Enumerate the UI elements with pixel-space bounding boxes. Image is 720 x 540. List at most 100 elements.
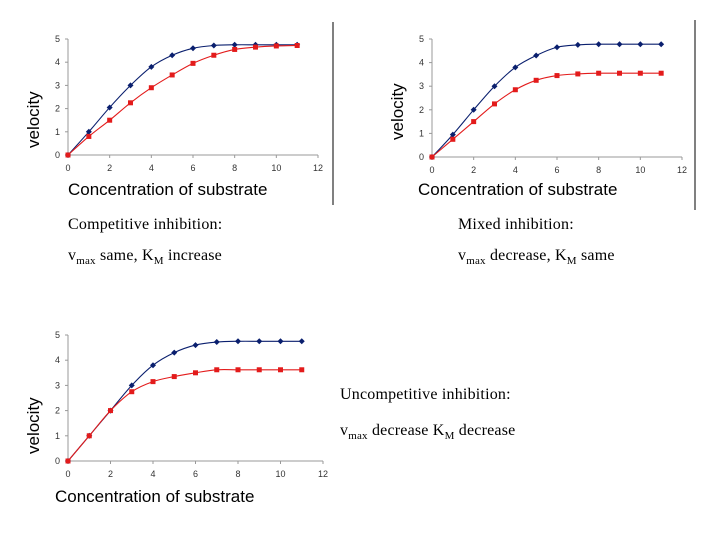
data-point-square bbox=[533, 77, 539, 83]
chart-uncompetitive-xlabel: Concentration of substrate bbox=[55, 487, 255, 506]
data-point-square bbox=[278, 367, 283, 373]
x-tick-label: 12 bbox=[313, 163, 323, 173]
chart-uncompetitive-ylabel: velocity bbox=[24, 397, 43, 454]
x-tick-label: 12 bbox=[677, 165, 687, 175]
data-point-square bbox=[617, 70, 622, 76]
data-point-diamond bbox=[171, 349, 178, 356]
data-point-square bbox=[429, 154, 435, 160]
data-point-diamond bbox=[658, 41, 665, 48]
data-point-square bbox=[637, 70, 643, 76]
series-line-no-inhibitor bbox=[431, 43, 662, 158]
data-point-diamond bbox=[148, 63, 155, 70]
series-line-with-inhibitor bbox=[67, 44, 298, 156]
caption-tail: same bbox=[576, 247, 615, 264]
data-point-square bbox=[190, 60, 196, 66]
data-point-square bbox=[148, 85, 154, 91]
data-point-square bbox=[232, 46, 238, 52]
chart-mixed: 0 1 2 3 4 5 0 2 4 6 8 10 12 velocity Concentration o… bbox=[380, 0, 720, 210]
data-point-square bbox=[253, 44, 258, 50]
x-tick-label: 6 bbox=[554, 165, 559, 175]
data-point-square bbox=[86, 433, 92, 439]
data-point-diamond bbox=[595, 41, 602, 48]
data-point-square bbox=[193, 370, 198, 376]
x-tick-label: 2 bbox=[471, 165, 476, 175]
caption-v-sub: max bbox=[76, 255, 96, 268]
caption-v: v bbox=[340, 422, 349, 439]
x-tick-label: 4 bbox=[149, 163, 154, 173]
caption-tail: decrease bbox=[454, 422, 516, 439]
x-tick-label: 8 bbox=[596, 165, 601, 175]
data-point-diamond bbox=[127, 82, 134, 89]
data-point-square bbox=[256, 367, 262, 373]
caption-mixed-detail: vmax decrease, KM same bbox=[458, 247, 615, 267]
x-tick-label: 6 bbox=[190, 163, 195, 173]
y-tick-label: 4 bbox=[55, 57, 60, 67]
data-point-square bbox=[273, 43, 279, 49]
data-point-diamond bbox=[533, 52, 540, 59]
caption-v-sub: max bbox=[348, 430, 368, 443]
y-tick-label: 0 bbox=[55, 150, 60, 160]
caption-uncompetitive-detail: vmax decrease KM decrease bbox=[340, 422, 515, 442]
data-point-diamond bbox=[574, 41, 581, 48]
data-point-square bbox=[596, 70, 602, 76]
data-point-diamond bbox=[210, 42, 217, 49]
x-tick-label: 12 bbox=[318, 469, 328, 479]
data-point-diamond bbox=[169, 52, 176, 59]
series-line-no-inhibitor bbox=[67, 44, 298, 156]
data-point-square bbox=[658, 70, 664, 76]
data-point-square bbox=[214, 367, 220, 373]
chart-competitive: 0 1 2 3 4 5 0 2 4 6 8 10 12 velocity Concentration o… bbox=[0, 0, 340, 210]
x-tick-label: 10 bbox=[271, 163, 281, 173]
chart-competitive-xlabel: Concentration of substrate bbox=[68, 180, 268, 199]
y-tick-label: 2 bbox=[419, 105, 424, 115]
data-point-square bbox=[129, 389, 135, 395]
data-point-square bbox=[171, 374, 177, 380]
y-tick-label: 1 bbox=[55, 431, 60, 441]
x-tick-label: 0 bbox=[65, 469, 70, 479]
chart-competitive-ylabel: velocity bbox=[24, 91, 43, 148]
series-line-no-inhibitor bbox=[67, 340, 302, 462]
data-point-diamond bbox=[150, 362, 156, 369]
data-point-diamond bbox=[190, 45, 196, 52]
data-point-square bbox=[512, 87, 518, 93]
chart-uncompetitive: 0 1 2 3 4 5 0 2 4 6 8 10 12 velocity Concentration o… bbox=[0, 320, 340, 530]
y-tick-label: 2 bbox=[55, 104, 60, 114]
caption-v: v bbox=[68, 247, 77, 264]
data-point-square bbox=[294, 42, 300, 48]
caption-mixed-heading: Mixed inhibition: bbox=[458, 216, 574, 233]
data-point-square bbox=[211, 52, 217, 58]
data-point-diamond bbox=[637, 41, 644, 48]
chart-mixed-ylabel: velocity bbox=[388, 83, 407, 140]
caption-competitive-detail: vmax same, KM increase bbox=[68, 247, 222, 267]
data-point-square bbox=[492, 101, 497, 107]
data-point-diamond bbox=[298, 338, 305, 345]
x-tick-label: 8 bbox=[235, 469, 240, 479]
y-tick-label: 2 bbox=[55, 406, 60, 416]
data-point-diamond bbox=[192, 342, 199, 349]
data-point-square bbox=[554, 73, 560, 79]
data-point-square bbox=[169, 72, 175, 78]
caption-v: v bbox=[458, 247, 467, 264]
y-tick-label: 3 bbox=[55, 80, 60, 90]
data-point-diamond bbox=[616, 41, 623, 48]
caption-tail: increase bbox=[163, 247, 222, 264]
y-tick-label: 1 bbox=[55, 127, 60, 137]
data-point-square bbox=[450, 136, 456, 142]
data-point-diamond bbox=[491, 83, 498, 90]
data-point-square bbox=[65, 152, 71, 158]
y-tick-label: 1 bbox=[419, 128, 424, 138]
data-point-diamond bbox=[449, 131, 456, 138]
data-point-diamond bbox=[554, 44, 560, 51]
y-tick-label: 4 bbox=[55, 355, 60, 365]
data-point-diamond bbox=[213, 339, 220, 346]
caption-uncompetitive-heading: Uncompetitive inhibition: bbox=[340, 386, 511, 403]
x-tick-label: 10 bbox=[275, 469, 285, 479]
data-point-square bbox=[65, 458, 71, 464]
chart-mixed-xlabel: Concentration of substrate bbox=[418, 180, 618, 199]
data-point-diamond bbox=[512, 64, 519, 71]
series-line-with-inhibitor bbox=[67, 369, 302, 462]
caption-competitive-heading: Competitive inhibition: bbox=[68, 216, 223, 233]
